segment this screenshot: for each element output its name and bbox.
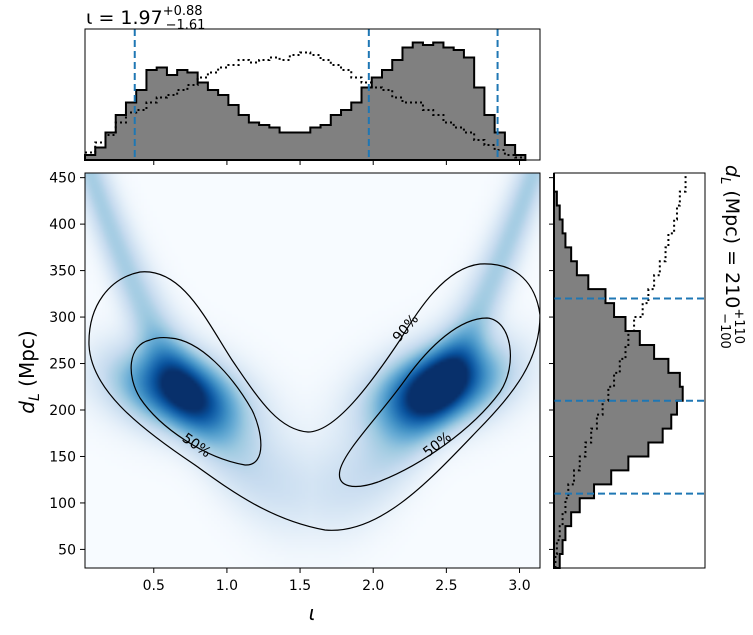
y-tick-label: 100: [49, 496, 76, 512]
right-axes-frame: [553, 172, 706, 569]
top-posterior-hist: [84, 41, 527, 161]
y-axis-label: dL (Mpc): [15, 330, 43, 413]
x-tick-label: 0.5: [143, 578, 165, 594]
right-posterior-hist: [553, 173, 684, 569]
x-tick-label: 1.0: [216, 578, 238, 594]
density-heatmap: [85, 173, 540, 568]
contour-50-right: [338, 317, 511, 488]
contour-50-left: [130, 337, 262, 466]
y-tick-label: 350: [49, 264, 76, 280]
y-tick-label: 450: [49, 171, 76, 187]
top-histogram-panel: ι = 1.97+0.88 −1.61: [84, 4, 541, 165]
x-tick-label: 2.5: [435, 578, 457, 594]
contour-lines: [88, 263, 540, 531]
y-tick-label: 400: [49, 217, 76, 233]
y-tick-label: 50: [58, 542, 76, 558]
y-tick-label: 200: [49, 403, 76, 419]
right-title: dL (Mpc) = 210+110−100: [717, 165, 746, 349]
x-tick-label: 2.0: [362, 578, 384, 594]
x-tick-label: 3.0: [508, 578, 530, 594]
top-axes-frame: [84, 28, 541, 161]
main-axes-frame: [84, 172, 541, 569]
x-tick-label: 1.5: [289, 578, 311, 594]
y-tick-label: 300: [49, 310, 76, 326]
y-tick-label: 250: [49, 357, 76, 373]
right-histogram-panel: dL (Mpc) = 210+110−100: [549, 165, 746, 569]
right-prior-hist: [554, 173, 687, 568]
y-tick-label: 150: [49, 449, 76, 465]
top-prior-hist: [85, 51, 526, 159]
contour-90: [88, 263, 540, 531]
x-axis-label: ι: [309, 601, 316, 625]
main-density-panel: 90% 50% 50% 0.5 1.0 1.5 2.0 2.5 3.05010015020…: [15, 171, 541, 625]
